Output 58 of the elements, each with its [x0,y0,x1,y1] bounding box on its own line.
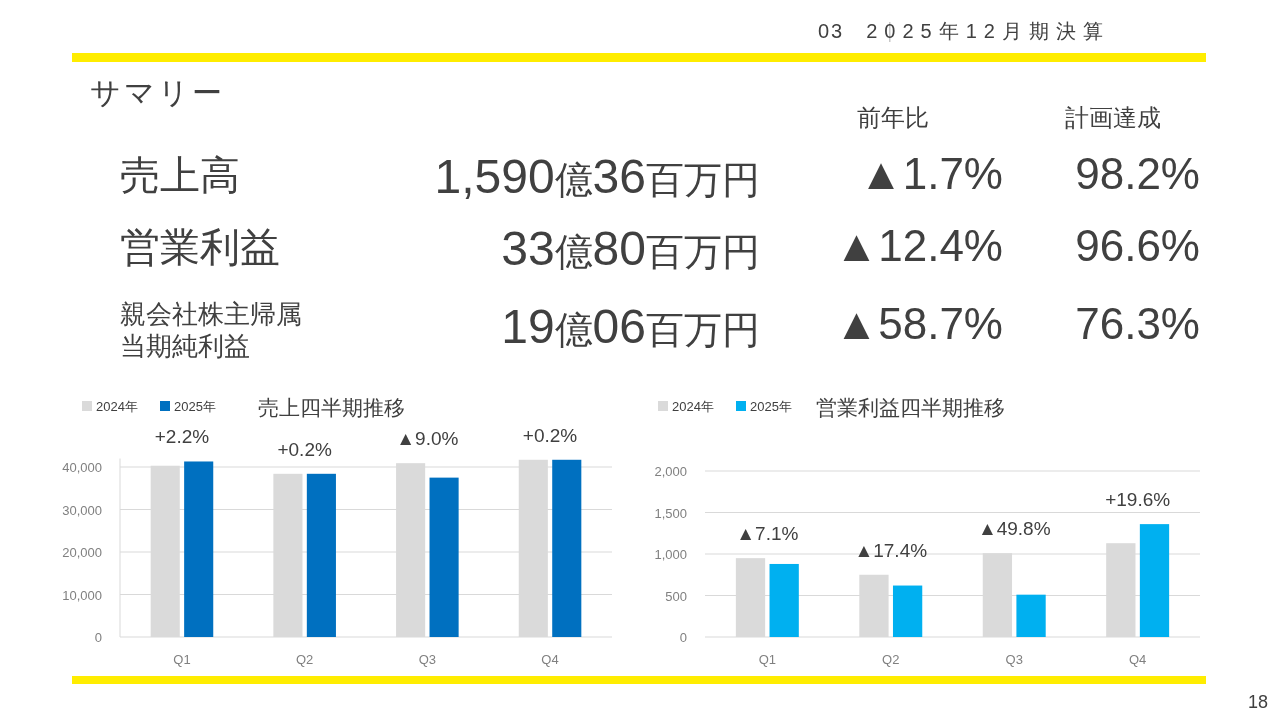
text: 33億80百万円 [501,222,760,275]
legend-label: 2025年 [750,399,792,414]
legend-label: 2024年 [96,399,138,414]
bar [429,477,459,637]
y-tick-label: 500 [665,588,687,604]
text: 前年比 [857,104,929,131]
x-tick-label: Q3 [1005,652,1023,667]
text: +0.2% [522,424,578,446]
text: ▲12.4% [834,221,1003,270]
text: +2.2% [154,426,210,448]
y-tick-label: 40,000 [62,460,102,475]
text: 親会社株主帰属当期純利益 [120,299,302,361]
bar [892,585,923,637]
bar [1139,524,1170,637]
text: サマリー [90,76,225,109]
bar [552,459,582,637]
text: 19億06百万円 [501,300,760,353]
y-tick-label: 0 [679,630,687,645]
bar [184,461,214,637]
text: 96.6% [1075,221,1200,270]
bar [1016,594,1046,637]
bar [769,563,799,637]
x-tick-label: Q1 [173,652,191,667]
text: 計画達成 [1065,104,1161,131]
text: ▲58.7% [834,299,1003,348]
bar [306,473,336,637]
text: 営業利益 [120,225,280,269]
x-tick-label: Q2 [882,652,900,667]
annotation: +19.6% [1105,489,1171,511]
y-tick-label: 1,500 [654,505,687,521]
x-tick-label: Q4 [1128,652,1147,667]
annotation: ▲7.1% [736,523,799,545]
x-tick-label: Q3 [418,652,437,667]
y-tick-label: 1,000 [654,547,687,562]
text: ▲1.7% [859,149,1003,198]
text: 76.3% [1075,299,1200,348]
y-tick-label: 0 [94,630,102,645]
text: 98.2% [1075,149,1200,198]
text: 18 [1247,692,1268,712]
legend-label: 2025年 [174,399,216,414]
annotation: ▲49.8% [977,518,1051,540]
y-tick-label: 10,000 [62,587,102,603]
annotation: +0.2% [277,438,332,460]
chart-title: 営業利益四半期推移 [816,396,1005,419]
text: ▲9.0% [396,428,459,450]
legend-label: 2024年 [672,399,714,414]
y-tick-label: 20,000 [62,545,102,560]
text: 売上高 [120,153,240,197]
x-tick-label: Q1 [758,652,777,667]
text: 03 [818,20,845,42]
x-tick-label: Q4 [541,652,559,667]
y-tick-label: 30,000 [62,502,102,518]
text: 2025年12月期決算 [866,20,1110,42]
x-tick-label: Q2 [295,652,314,667]
text: 1,590億36百万円 [434,150,760,203]
y-tick-label: 2,000 [654,464,687,479]
chart-title: 売上四半期推移 [258,396,405,419]
annotation: ▲17.4% [854,539,928,561]
